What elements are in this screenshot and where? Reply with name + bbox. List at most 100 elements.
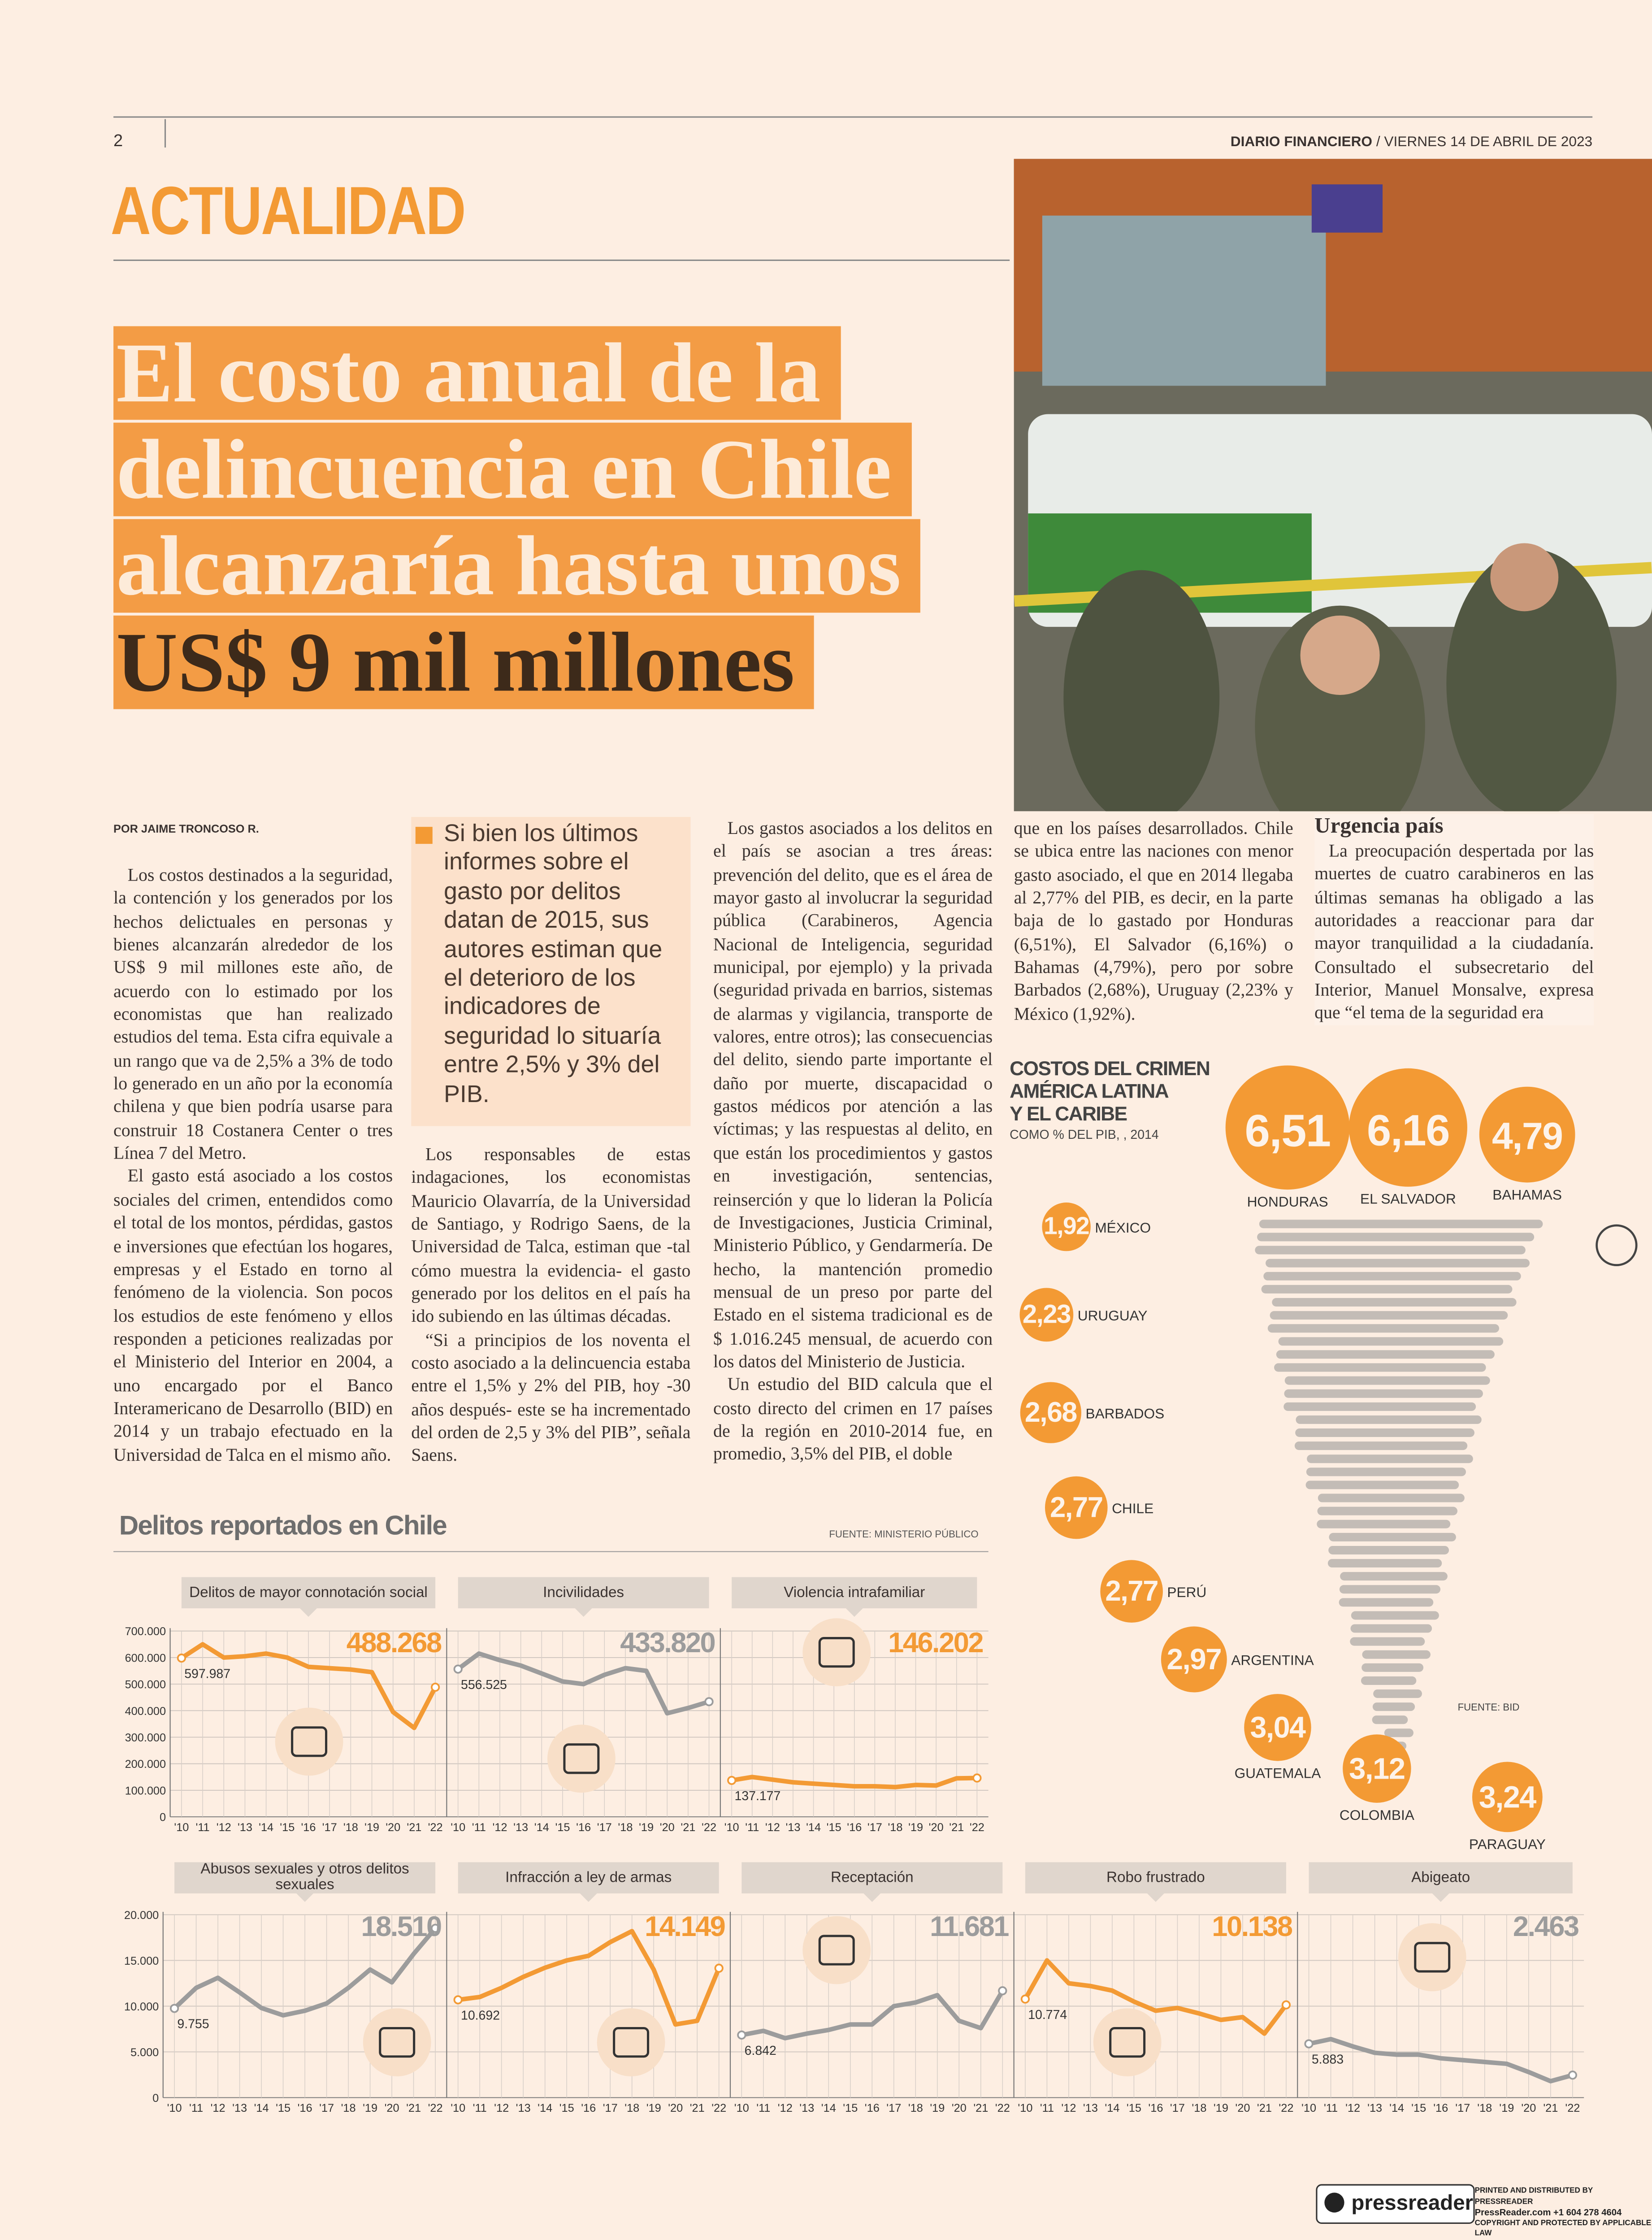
x-tick-label: '21 bbox=[681, 1821, 695, 1834]
map-bar bbox=[1296, 1415, 1482, 1424]
country-label: PARAGUAY bbox=[1469, 1836, 1546, 1852]
map-bar bbox=[1276, 1350, 1495, 1359]
x-tick-label: '19 bbox=[1499, 2102, 1514, 2114]
x-tick-label: '10 bbox=[174, 1821, 189, 1834]
paragraph: “Si a principios de los noventa el costo… bbox=[411, 1330, 691, 1466]
panel-title: Infracción a ley de armas bbox=[505, 1868, 672, 1886]
x-tick-label: '17 bbox=[886, 2102, 901, 2114]
icon-bg bbox=[1398, 1923, 1466, 1992]
x-tick-label: '15 bbox=[559, 2102, 574, 2114]
value-label-latest: 433.820 bbox=[620, 1627, 715, 1658]
paragraph: que en los países desarrollados. Chile s… bbox=[1014, 818, 1293, 1024]
series-line bbox=[741, 1989, 1005, 2040]
section-rule bbox=[113, 259, 1010, 261]
footer-line: PRINTED AND DISTRIBUTED BY PRESSREADER bbox=[1474, 2187, 1593, 2206]
x-tick-label: '16 bbox=[865, 2102, 880, 2114]
chart-title: Delitos reportados en Chile bbox=[119, 1511, 447, 1541]
photo-person bbox=[1446, 549, 1617, 812]
x-tick-label: '21 bbox=[406, 2102, 421, 2114]
panel-title: Robo frustrado bbox=[1106, 1868, 1205, 1886]
bubble-value: 2,77 bbox=[1105, 1575, 1158, 1607]
x-tick-label: '18 bbox=[341, 2102, 356, 2114]
panel-tab bbox=[1025, 1862, 1286, 1902]
y-tick-label: 200.000 bbox=[125, 1758, 166, 1771]
map-bar bbox=[1372, 1715, 1408, 1724]
icon bbox=[563, 1743, 600, 1774]
country-label: BARBADOS bbox=[1085, 1405, 1164, 1421]
bubble-value: 6,51 bbox=[1245, 1105, 1331, 1156]
map-bar bbox=[1284, 1376, 1490, 1385]
x-tick-label: '14 bbox=[259, 1821, 273, 1834]
x-tick-label: '22 bbox=[995, 2102, 1010, 2114]
icon bbox=[818, 1637, 855, 1668]
x-tick-label: '10 bbox=[734, 2102, 749, 2114]
x-tick-label: '22 bbox=[711, 2102, 726, 2114]
icon bbox=[818, 1935, 855, 1966]
bubble bbox=[1479, 1086, 1575, 1183]
pullquote-box: Si bien los últimos informes sobre el ga… bbox=[411, 817, 691, 1126]
y-tick-label: 500.000 bbox=[125, 1679, 166, 1691]
map-bar bbox=[1384, 1728, 1414, 1737]
x-tick-label: '18 bbox=[1192, 2102, 1206, 2114]
bubble bbox=[1042, 1202, 1091, 1251]
x-tick-label: '14 bbox=[534, 1821, 549, 1834]
x-tick-label: '14 bbox=[538, 2102, 552, 2114]
x-tick-label: '20 bbox=[668, 2102, 683, 2114]
panel-tab bbox=[181, 1577, 436, 1617]
x-tick-label: '16 bbox=[576, 1821, 591, 1834]
x-tick-label: '17 bbox=[1455, 2102, 1470, 2114]
x-tick-label: '14 bbox=[254, 2102, 269, 2114]
end-point bbox=[727, 1776, 737, 1785]
map-bar bbox=[1263, 1272, 1521, 1281]
x-tick-label: '21 bbox=[407, 1821, 421, 1834]
country-label: ARGENTINA bbox=[1231, 1652, 1314, 1668]
bubble bbox=[1343, 1734, 1411, 1803]
x-tick-label: '12 bbox=[494, 2102, 509, 2114]
value-label-latest: 2.463 bbox=[1513, 1911, 1578, 1942]
map-bar bbox=[1278, 1337, 1504, 1346]
map-bar bbox=[1372, 1702, 1415, 1711]
x-tick-label: '18 bbox=[888, 1821, 902, 1834]
headline-line: El costo anual de la bbox=[113, 326, 841, 420]
panel-title: Abusos sexuales y otros delitos sexuales bbox=[200, 1861, 409, 1893]
x-tick-label: '15 bbox=[827, 1821, 841, 1834]
publication: DIARIO FINANCIERO bbox=[1230, 135, 1373, 151]
x-tick-label: '13 bbox=[1367, 2102, 1382, 2114]
y-tick-label: 20.000 bbox=[124, 1909, 159, 1922]
end-point bbox=[177, 1654, 186, 1663]
x-tick-label: '12 bbox=[778, 2102, 793, 2114]
y-tick-label: 100.000 bbox=[125, 1784, 166, 1797]
x-tick-label: '22 bbox=[428, 2102, 443, 2114]
series-line bbox=[1308, 2036, 1574, 2084]
x-tick-label: '10 bbox=[1301, 2102, 1316, 2114]
y-tick-label: 10.000 bbox=[124, 2001, 159, 2013]
x-tick-label: '16 bbox=[1433, 2102, 1448, 2114]
map-bar bbox=[1373, 1689, 1422, 1698]
x-tick-label: '19 bbox=[930, 2102, 945, 2114]
icon-bg bbox=[275, 1707, 343, 1776]
photo-person bbox=[1255, 605, 1425, 812]
footer-line: PressReader.com +1 604 278 4604 bbox=[1474, 2208, 1622, 2218]
bubble bbox=[1348, 1068, 1467, 1187]
x-tick-label: '17 bbox=[1170, 2102, 1185, 2114]
bubble-value: 3,04 bbox=[1250, 1711, 1306, 1744]
end-point bbox=[430, 1682, 440, 1692]
headline-line: delincuencia en Chile bbox=[113, 422, 911, 517]
map-icon bbox=[1596, 1224, 1638, 1267]
map-bar bbox=[1283, 1402, 1476, 1411]
x-tick-label: '10 bbox=[724, 1821, 739, 1834]
map-bar bbox=[1362, 1650, 1431, 1659]
panel-tab bbox=[732, 1577, 977, 1617]
map-bar bbox=[1261, 1285, 1513, 1294]
value-label-first: 9.755 bbox=[177, 2017, 209, 2032]
icon bbox=[379, 2027, 416, 2058]
y-tick-label: 0 bbox=[152, 2092, 159, 2105]
end-point bbox=[430, 1923, 440, 1933]
subhead: Urgencia país bbox=[1314, 814, 1444, 838]
headline-line: alcanzaría hasta unos bbox=[113, 519, 921, 613]
y-tick-label: 400.000 bbox=[125, 1705, 166, 1718]
x-tick-label: '14 bbox=[806, 1821, 821, 1834]
value-label-first: 10.774 bbox=[1028, 2008, 1067, 2022]
map-bar bbox=[1305, 1480, 1459, 1489]
column: Los responsables de estas indagaciones, … bbox=[411, 1143, 690, 1468]
